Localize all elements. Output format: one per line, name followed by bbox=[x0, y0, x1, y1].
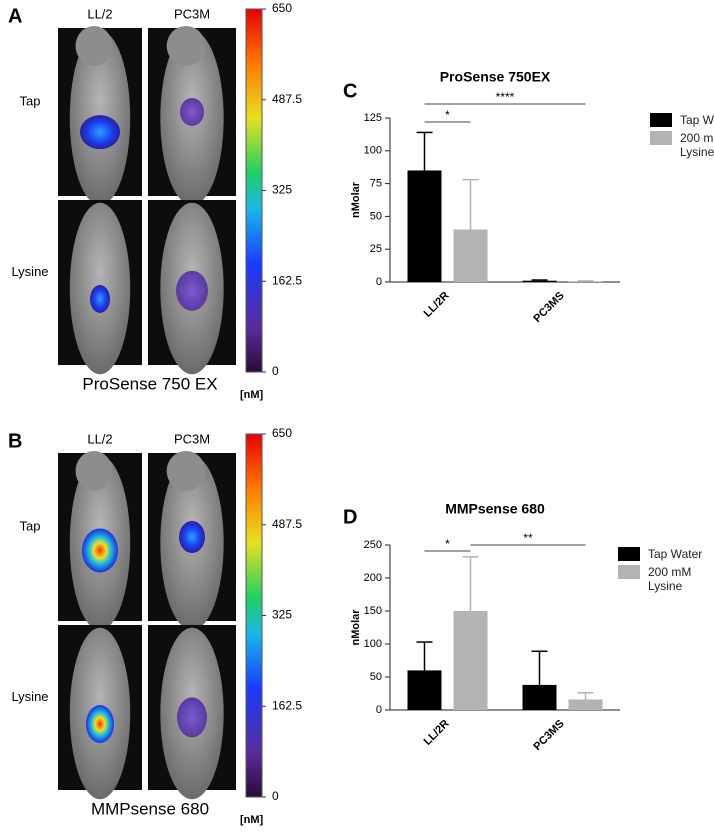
colorbar-tick-label: 162.5 bbox=[272, 698, 302, 712]
colorbar-tick-label: 325 bbox=[272, 183, 292, 197]
signal-spot bbox=[179, 521, 205, 553]
y-tick-label: 0 bbox=[376, 276, 382, 288]
colorbar-tick-label: 162.5 bbox=[272, 273, 302, 287]
row-label: Lysine bbox=[11, 264, 48, 279]
mouse-head bbox=[75, 451, 113, 491]
column-label: LL/2 bbox=[87, 6, 112, 21]
y-tick-label: 50 bbox=[370, 210, 382, 222]
y-axis-label: nMolar bbox=[350, 609, 362, 646]
y-tick-label: 100 bbox=[364, 638, 382, 650]
y-tick-label: 250 bbox=[364, 539, 382, 551]
panel-label: B bbox=[8, 430, 22, 452]
colorbar-tick-label: 0 bbox=[272, 789, 279, 803]
signal-spot bbox=[86, 705, 114, 743]
row-label: Lysine bbox=[11, 689, 48, 704]
legend-swatch bbox=[618, 565, 640, 579]
x-tick-label: LL/2R bbox=[422, 718, 452, 748]
panel-label: D bbox=[343, 506, 357, 528]
column-label: PC3M bbox=[174, 6, 210, 21]
bar bbox=[407, 170, 442, 282]
colorbar bbox=[245, 433, 263, 798]
mouse-head bbox=[166, 451, 206, 491]
significance-label: **** bbox=[496, 90, 515, 104]
significance-label: * bbox=[445, 108, 450, 122]
colorbar-tick-label: 650 bbox=[272, 426, 292, 440]
row-label: Tap bbox=[20, 518, 41, 533]
legend-swatch bbox=[650, 113, 672, 127]
column-label: PC3M bbox=[174, 431, 210, 446]
colorbar-tick-label: 325 bbox=[272, 608, 292, 622]
signal-spot bbox=[177, 697, 207, 738]
signal-spot bbox=[90, 285, 110, 313]
x-tick-label: LL/2R bbox=[422, 290, 452, 320]
y-tick-label: 150 bbox=[364, 605, 382, 617]
legend-label: 200 mM Lysine bbox=[680, 131, 714, 159]
x-tick-label: PC3MS bbox=[531, 290, 566, 325]
legend-swatch bbox=[618, 547, 640, 561]
colorbar-unit: [nM] bbox=[240, 814, 264, 826]
y-tick-label: 25 bbox=[370, 243, 382, 255]
significance-label: * bbox=[445, 537, 450, 551]
y-axis-label: nMolar bbox=[350, 181, 362, 218]
mouse-head bbox=[75, 26, 113, 66]
colorbar-tick-label: 487.5 bbox=[272, 92, 302, 106]
legend-label: Tap Water bbox=[680, 113, 714, 127]
chart-title: MMPsense 680 bbox=[445, 501, 545, 517]
panel-caption: MMPsense 680 bbox=[91, 799, 209, 818]
legend-item: Tap Water bbox=[650, 113, 714, 127]
bar bbox=[453, 611, 488, 710]
bar bbox=[522, 280, 557, 282]
colorbar bbox=[245, 8, 263, 373]
y-tick-label: 100 bbox=[364, 145, 382, 157]
chart-title: ProSense 750EX bbox=[440, 69, 551, 85]
panel-label: C bbox=[343, 80, 357, 102]
significance-label: ** bbox=[523, 531, 533, 545]
colorbar-tick-label: 487.5 bbox=[272, 517, 302, 531]
panel-caption: ProSense 750 EX bbox=[82, 374, 217, 393]
row-label: Tap bbox=[20, 93, 41, 108]
y-tick-label: 50 bbox=[370, 671, 382, 683]
legend-item: 200 mM Lysine bbox=[650, 131, 714, 159]
x-tick-label: PC3MS bbox=[531, 718, 566, 753]
signal-spot bbox=[180, 98, 204, 126]
bar bbox=[453, 229, 488, 282]
mouse-head bbox=[166, 26, 206, 66]
colorbar-tick-label: 0 bbox=[272, 364, 279, 378]
bar bbox=[568, 699, 603, 710]
bar bbox=[407, 670, 442, 710]
colorbar-tick-label: 650 bbox=[272, 1, 292, 15]
y-tick-label: 125 bbox=[364, 112, 382, 124]
bar bbox=[522, 684, 557, 710]
y-tick-label: 75 bbox=[370, 178, 382, 190]
signal-spot bbox=[80, 115, 120, 150]
legend: Tap Water 200 mM Lysine bbox=[618, 547, 708, 597]
legend-swatch bbox=[650, 131, 672, 145]
panel-label: A bbox=[8, 5, 22, 27]
signal-spot bbox=[82, 528, 118, 573]
legend-item: Tap Water bbox=[618, 547, 708, 561]
legend: Tap Water 200 mM Lysine bbox=[650, 113, 714, 163]
y-tick-label: 0 bbox=[376, 704, 382, 716]
legend-label: Tap Water bbox=[648, 547, 703, 561]
column-label: LL/2 bbox=[87, 431, 112, 446]
legend-item: 200 mM Lysine bbox=[618, 565, 708, 593]
legend-label: 200 mM Lysine bbox=[648, 565, 692, 593]
colorbar-unit: [nM] bbox=[240, 389, 264, 401]
y-tick-label: 200 bbox=[364, 572, 382, 584]
signal-spot bbox=[176, 270, 208, 311]
